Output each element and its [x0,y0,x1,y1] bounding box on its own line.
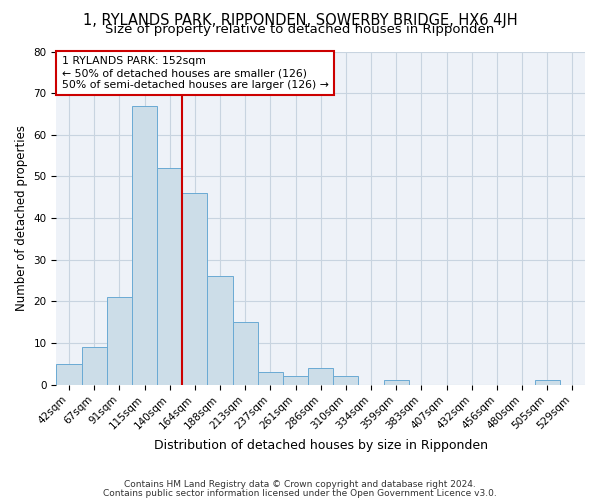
Bar [535,380,560,384]
Bar [258,372,283,384]
Text: Contains public sector information licensed under the Open Government Licence v3: Contains public sector information licen… [103,489,497,498]
Bar [383,380,409,384]
X-axis label: Distribution of detached houses by size in Ripponden: Distribution of detached houses by size … [154,440,488,452]
Text: Contains HM Land Registry data © Crown copyright and database right 2024.: Contains HM Land Registry data © Crown c… [124,480,476,489]
Bar [233,322,258,384]
Text: Size of property relative to detached houses in Ripponden: Size of property relative to detached ho… [106,22,494,36]
Text: 1, RYLANDS PARK, RIPPONDEN, SOWERBY BRIDGE, HX6 4JH: 1, RYLANDS PARK, RIPPONDEN, SOWERBY BRID… [83,12,517,28]
Bar [157,168,182,384]
Bar [107,297,132,384]
Y-axis label: Number of detached properties: Number of detached properties [15,125,28,311]
Text: 1 RYLANDS PARK: 152sqm
← 50% of detached houses are smaller (126)
50% of semi-de: 1 RYLANDS PARK: 152sqm ← 50% of detached… [62,56,329,90]
Bar [82,347,107,385]
Bar [56,364,82,384]
Bar [333,376,358,384]
Bar [208,276,233,384]
Bar [132,106,157,384]
Bar [182,193,208,384]
Bar [308,368,333,384]
Bar [283,376,308,384]
